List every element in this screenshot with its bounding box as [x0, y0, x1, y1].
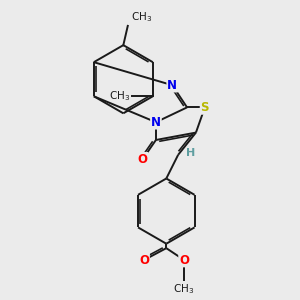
Text: CH$_3$: CH$_3$	[110, 89, 130, 103]
Text: S: S	[201, 101, 209, 114]
Text: N: N	[167, 79, 177, 92]
Text: N: N	[151, 116, 161, 129]
Text: O: O	[138, 153, 148, 166]
Text: O: O	[179, 254, 189, 266]
Text: H: H	[187, 148, 196, 158]
Text: CH$_3$: CH$_3$	[131, 11, 152, 24]
Text: O: O	[139, 254, 149, 266]
Text: CH$_3$: CH$_3$	[173, 282, 195, 296]
